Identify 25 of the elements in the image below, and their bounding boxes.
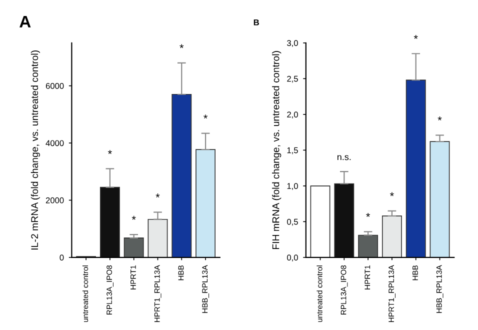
annotation: * bbox=[156, 194, 160, 198]
annotation: * bbox=[204, 114, 208, 119]
y-tick-label: 3,0 bbox=[287, 40, 298, 47]
y-tick-label: 2000 bbox=[46, 197, 64, 204]
annotation: * bbox=[390, 192, 394, 196]
annotation: * bbox=[132, 216, 136, 220]
chart-title: B bbox=[254, 20, 259, 26]
y-axis-title: IL-2 mRNA (fold change, vs. untreated control) bbox=[30, 50, 40, 250]
y-tick-label: 6000 bbox=[46, 83, 64, 89]
chart-title: A bbox=[20, 16, 31, 28]
annotation: * bbox=[438, 116, 442, 120]
y-tick-label: 2,5 bbox=[287, 76, 298, 83]
y-tick-label: 1,0 bbox=[287, 183, 298, 190]
y-axis-title: FIH mRNA (fold change, vs. untreated control) bbox=[272, 51, 282, 250]
annotation: * bbox=[108, 150, 112, 154]
y-tick-label: 0 bbox=[60, 254, 64, 260]
y-tick-label: 0,0 bbox=[287, 254, 298, 262]
annotation: * bbox=[366, 213, 370, 217]
y-tick-label: 1,5 bbox=[287, 147, 298, 154]
y-tick-label: 2,0 bbox=[287, 112, 298, 118]
annotation: n.s. bbox=[337, 155, 351, 160]
y-tick-label: 0,5 bbox=[287, 218, 298, 226]
y-tick-label: 4000 bbox=[46, 140, 64, 146]
annotation: * bbox=[180, 44, 184, 48]
annotation: * bbox=[414, 34, 418, 39]
